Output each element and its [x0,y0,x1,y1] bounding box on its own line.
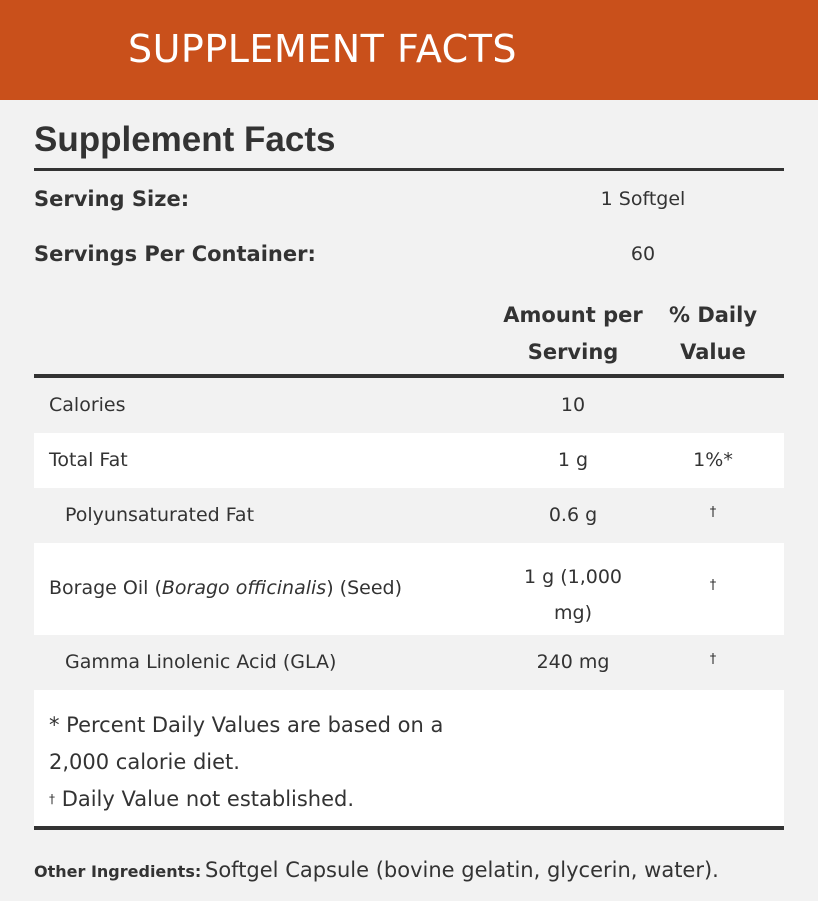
label: Serving Size: [34,187,190,211]
text: Borage Oil ( [49,577,162,599]
text: Borago officinalis [161,577,327,599]
text: Amount per [503,303,643,327]
ingredients-text: Softgel Capsule (bovine gelatin, glyceri… [205,858,719,882]
text: * Percent Daily Values are based on a [49,713,444,737]
panel-title: Supplement Facts [34,120,336,159]
rule [34,374,784,378]
amount: 1 g (1,000 mg) [493,559,653,631]
amount: 1 g [557,449,589,471]
column-header: Amount per Serving [493,297,653,371]
daily-value: † [709,652,717,667]
daily-value: † [709,505,717,520]
text: 2,000 calorie diet. [49,750,240,774]
nutrient: Borage Oil (Borago officinalis) (Seed) [49,577,402,599]
header-bar: SUPPLEMENT FACTS [0,0,818,100]
label: Servings Per Container: [34,242,316,266]
column-header: % Daily Value [663,297,763,371]
text: ) (Seed) [326,577,402,599]
text: Daily Value not established. [61,787,355,811]
nutrient: Gamma Linolenic Acid (GLA) [65,651,337,673]
text: mg) [554,602,592,624]
footnote-box [34,690,784,827]
amount: 240 mg [536,651,610,673]
text: % Daily [668,303,758,327]
ingredients-label: Other Ingredients: [34,862,202,881]
daily-value: 1%* [693,449,733,471]
amount: 10 [560,394,586,416]
rule [34,826,784,830]
value: 1 Softgel [600,188,686,210]
text: † [49,792,55,806]
row [34,433,784,488]
value: 60 [630,243,656,265]
text: 1 g (1,000 [523,566,623,588]
nutrient: Polyunsaturated Fat [65,504,255,526]
text: Value [680,340,746,364]
amount: 0.6 g [548,504,598,526]
header-title: SUPPLEMENT FACTS [128,27,518,71]
nutrient: Total Fat [49,449,128,471]
row [34,543,784,635]
row [34,378,784,433]
text: Serving [527,340,619,364]
rule [34,168,784,171]
footnote: * Percent Daily Values are based on a 2,0… [49,707,443,818]
nutrient: Calories [49,394,126,416]
daily-value: † [709,578,717,593]
